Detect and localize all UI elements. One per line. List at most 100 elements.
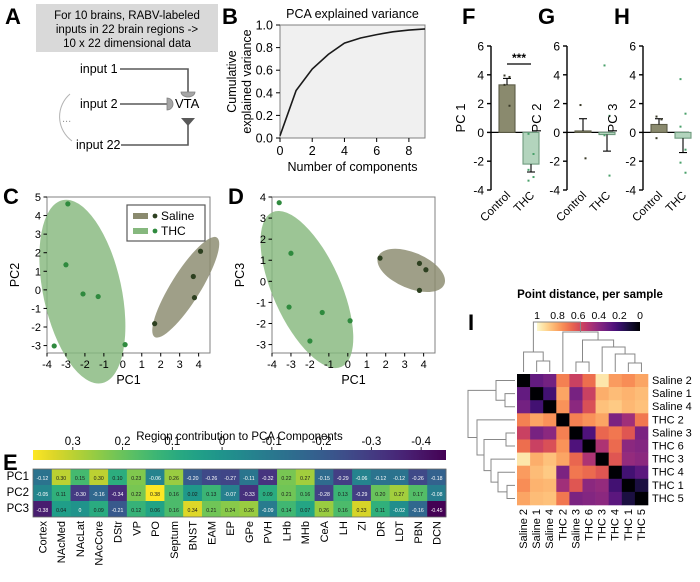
legend-dot-thc bbox=[152, 228, 158, 234]
legend-dot-saline bbox=[152, 213, 158, 219]
panel-letter-c: C bbox=[3, 184, 19, 209]
data-point-thc bbox=[65, 201, 71, 207]
panel-i-colorbar-label: 0.4 bbox=[591, 310, 606, 322]
panel-b-plot-area bbox=[279, 24, 426, 139]
panel-e-cell bbox=[295, 501, 315, 517]
ytick-label: -4 bbox=[549, 184, 560, 198]
data-point bbox=[655, 115, 658, 118]
panel-i-cell bbox=[621, 400, 636, 414]
panel-i-column-label: Saline 2 bbox=[518, 509, 530, 549]
panel-e-row-label: PC3 bbox=[7, 503, 29, 515]
xtick-label: 3 bbox=[402, 359, 408, 371]
panel-e-cell-value: -0.18 bbox=[431, 476, 443, 482]
panel-b-ytick-label: 0.0 bbox=[256, 132, 273, 146]
panel-e-cell-value: 0.27 bbox=[394, 492, 404, 498]
panel-i-row-label: THC 1 bbox=[652, 480, 684, 492]
panel-i-cell bbox=[595, 452, 609, 466]
panel-a-edge-input22 bbox=[121, 120, 189, 146]
panel-e-cell-value: -0.29 bbox=[337, 476, 349, 482]
ytick-label: 2 bbox=[477, 97, 484, 111]
panel-i-cell bbox=[608, 387, 623, 401]
panel-i-colorbar-label: 1 bbox=[534, 310, 540, 322]
ylabel: PC 2 bbox=[531, 104, 544, 133]
panel-e-column-label: DStr bbox=[112, 521, 124, 543]
panel-e-column-label: NAcCore bbox=[94, 521, 106, 566]
ytick-label: 6 bbox=[629, 40, 636, 54]
panel-i-cell bbox=[569, 491, 583, 506]
panel-e-cell-value: -0.12 bbox=[374, 476, 386, 482]
panel-e-cell-value: -0.32 bbox=[262, 476, 274, 482]
panel-e-colorbar-label: 0.2 bbox=[115, 436, 131, 448]
panel-e-cell-value: 0.10 bbox=[112, 476, 122, 482]
panel-i-cell bbox=[543, 374, 557, 388]
ytick-label: -1 bbox=[256, 297, 266, 309]
panel-e-cell bbox=[70, 485, 90, 501]
panel-b-ylabel-line2: explained variance bbox=[240, 29, 254, 133]
panel-b-line bbox=[279, 28, 426, 137]
panel-e-cell bbox=[33, 485, 53, 501]
panel-i-cell bbox=[556, 426, 570, 440]
panel-e-column-label: Septum bbox=[169, 521, 181, 559]
ytick-label: 2 bbox=[260, 234, 266, 246]
data-point bbox=[679, 78, 682, 81]
panel-b-title: PCA explained variance bbox=[286, 7, 419, 21]
xlabel: PC1 bbox=[116, 373, 140, 387]
panel-e-cell-value: 0.22 bbox=[131, 492, 141, 498]
panel-e-cell-value: 0.16 bbox=[169, 508, 179, 514]
xtick-label: -3 bbox=[61, 359, 71, 371]
panel-i-cell bbox=[543, 400, 557, 414]
panel-i-cell bbox=[556, 400, 570, 414]
panel-i-cell bbox=[517, 452, 531, 466]
panel-e-cell-value: 0.26 bbox=[169, 476, 179, 482]
panel-i-cell bbox=[621, 439, 636, 453]
panel-e-cell bbox=[352, 501, 372, 517]
data-point-thc bbox=[80, 291, 86, 297]
panel-i-cell bbox=[595, 387, 609, 401]
ytick-label: -2 bbox=[549, 155, 560, 169]
panel-i-cell bbox=[582, 413, 596, 427]
xtick-label: 2 bbox=[158, 359, 164, 371]
panel-letter-e: E bbox=[3, 450, 18, 475]
panel-e-grid-border bbox=[32, 468, 447, 518]
panel-i-cell bbox=[634, 491, 649, 506]
data-point bbox=[655, 137, 658, 140]
data-point bbox=[679, 125, 682, 128]
ylabel: PC 1 bbox=[455, 104, 468, 133]
xtick-label: 2 bbox=[383, 359, 389, 371]
panel-b-ytick-label: 1.0 bbox=[256, 19, 273, 33]
panel-e-cell-value: 0.27 bbox=[300, 476, 310, 482]
panel-i-cell bbox=[621, 478, 636, 493]
panel-e-column-label: LHb bbox=[281, 521, 293, 541]
panel-i-cell bbox=[582, 374, 596, 388]
data-point bbox=[608, 114, 611, 117]
panel-e-colorbar-label: 0 bbox=[219, 436, 225, 448]
panel-i-cell bbox=[621, 413, 636, 427]
panel-i-cell bbox=[517, 413, 531, 427]
panel-i-cell bbox=[634, 439, 649, 453]
panel-i-cell bbox=[517, 491, 531, 506]
panel-e-column-label: ZI bbox=[357, 521, 369, 531]
panel-a-caption-box bbox=[36, 4, 218, 52]
panel-a-node-input-2: input 2 bbox=[80, 97, 118, 111]
panel-e-cell bbox=[201, 469, 222, 485]
panel-i-cell bbox=[530, 374, 544, 388]
panel-e-cell bbox=[314, 469, 334, 485]
panel-e-heatmap: Region contribution to PCA Components 0.3… bbox=[7, 431, 447, 566]
xtick-label: 1 bbox=[139, 359, 145, 371]
panel-i-cell bbox=[621, 387, 636, 401]
ytick-label: 3 bbox=[35, 229, 41, 241]
panel-e-colorbar-label: 0.3 bbox=[65, 436, 81, 448]
ylabel: PC2 bbox=[8, 263, 22, 287]
panel-i-cell bbox=[517, 465, 531, 480]
data-point bbox=[684, 148, 687, 151]
panel-i-cell bbox=[582, 452, 596, 466]
panel-e-cell bbox=[164, 469, 184, 485]
panel-e-column-label: PBN bbox=[413, 521, 425, 544]
panel-i-cell bbox=[595, 400, 609, 414]
panel-i-row-label: Saline 4 bbox=[652, 401, 692, 413]
panel-a-synapse-input22 bbox=[181, 118, 195, 126]
panel-i-cell bbox=[556, 491, 570, 506]
panel-e-column-label: PVH bbox=[263, 521, 275, 544]
panel-e-cell bbox=[33, 469, 53, 485]
